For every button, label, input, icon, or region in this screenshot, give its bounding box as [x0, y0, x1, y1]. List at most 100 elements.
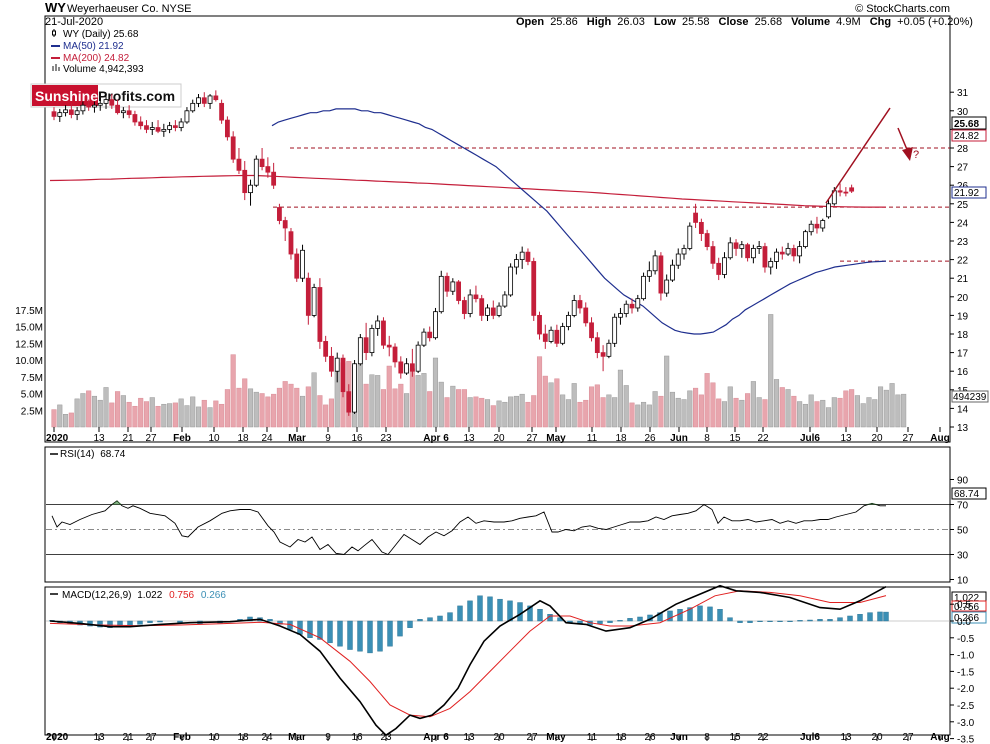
volume-bar: [490, 405, 496, 428]
tag-volume-box: [951, 390, 989, 403]
x-tick-label: 20: [871, 732, 883, 743]
price-tick-label: 22: [957, 256, 969, 267]
x-tick-label: 27: [902, 732, 914, 743]
volume-tick-label: 17.5M: [15, 306, 43, 317]
candle-body: [63, 109, 68, 114]
candle-body: [502, 294, 508, 307]
x-tick-label: Jul6: [800, 732, 820, 743]
volume-bar: [560, 394, 566, 428]
legend-volume-swatch: [52, 64, 60, 71]
volume-tick-label: 2.5M: [21, 406, 43, 417]
ma200-line: [49, 174, 886, 208]
x-tick-label: Mar: [288, 732, 306, 743]
macd-signal-value: 0.756: [169, 590, 194, 601]
macd-hist-bar: [667, 610, 673, 622]
candle-body: [138, 121, 144, 127]
candle-body: [230, 136, 236, 160]
x-tick-label: 15: [729, 732, 741, 743]
volume-bar: [825, 407, 832, 428]
x-tick-label: 21: [122, 433, 134, 444]
macd-hist-bar: [327, 620, 333, 644]
ma50-line: [271, 108, 887, 335]
candle-body: [797, 246, 803, 257]
candle-body: [606, 342, 612, 357]
volume-bar: [473, 396, 479, 428]
candle-body: [357, 337, 363, 365]
macd-hist-bar: [537, 609, 543, 622]
candle-body: [433, 311, 438, 339]
candle-body: [109, 99, 115, 106]
candle-body: [132, 114, 138, 123]
candle-body: [253, 158, 259, 186]
rsi-tick-label: 50: [957, 526, 969, 537]
volume-bar: [167, 403, 173, 428]
candle-body: [207, 95, 213, 104]
macd-hist-bar: [617, 620, 623, 622]
candle-body: [375, 320, 381, 329]
volume-bar: [721, 401, 728, 428]
x-tick-label: 27: [526, 433, 538, 444]
macd-hist-bar: [747, 620, 753, 623]
volume-bar: [68, 412, 74, 428]
candle-body: [508, 266, 514, 296]
macd-hist-bar: [697, 605, 703, 622]
macd-legend: MACD(12,26,9) 1.022 0.756 0.266: [50, 590, 226, 601]
candle-body: [774, 251, 779, 262]
price-tick-label: 13: [957, 423, 969, 434]
candle-body: [768, 261, 774, 268]
macd-hist-bar: [607, 620, 613, 623]
reference-lines: [273, 147, 950, 262]
volume-bar: [768, 314, 774, 428]
price-tick-label: 25: [957, 200, 969, 211]
macd-line: [49, 584, 887, 737]
candle-body: [490, 307, 496, 316]
volume-bar: [750, 381, 756, 428]
candle-body: [167, 125, 173, 130]
candle-body: [317, 287, 323, 342]
volume-bar: [74, 398, 80, 428]
volume-bar: [328, 398, 334, 428]
candle-body: [577, 300, 583, 309]
x-tick-label: 13: [463, 732, 475, 743]
price-panel: [44, 15, 951, 443]
volume-bar: [415, 375, 421, 428]
volume-bar: [421, 373, 427, 428]
candle-body: [583, 307, 589, 324]
candle-body: [710, 246, 716, 264]
candle-body: [531, 261, 537, 316]
volume-bar: [785, 389, 791, 428]
volume-bar: [97, 399, 103, 428]
macd-hist-bar: [387, 620, 393, 647]
macd-tick-label: -3.5: [957, 735, 975, 744]
volume-bar: [791, 395, 797, 428]
volume-bar: [895, 394, 901, 428]
candle-body: [479, 298, 485, 316]
macd-hist-bar: [637, 616, 643, 622]
candle-body: [392, 346, 398, 363]
volume-label: Volume: [791, 16, 830, 28]
credit: © StockCharts.com: [855, 3, 950, 15]
volume-bar: [542, 375, 548, 428]
macd-hist-bar: [757, 620, 763, 623]
volume-bar: [502, 401, 508, 428]
candle-body: [837, 190, 843, 193]
candle-body: [265, 166, 271, 173]
volume-bar: [456, 389, 462, 428]
macd-hist-bar: [857, 614, 863, 622]
volume-bar: [91, 395, 98, 428]
macd-hist-bar: [817, 619, 823, 622]
candle-body: [687, 225, 693, 249]
macd-hist-bar: [707, 606, 713, 622]
volume-bar: [571, 383, 577, 428]
candle-body: [722, 257, 727, 275]
x-tick-label: Jun: [670, 732, 688, 743]
candle-body: [826, 203, 831, 218]
volume-bar: [224, 389, 230, 428]
price-tick-label: 27: [957, 163, 969, 174]
candle-body: [675, 253, 681, 266]
volume-bar: [120, 395, 126, 428]
volume-bar: [536, 356, 543, 428]
chg-label: Chg: [870, 16, 891, 28]
candle-body: [86, 104, 92, 108]
macd-hist-bar: [847, 615, 853, 622]
